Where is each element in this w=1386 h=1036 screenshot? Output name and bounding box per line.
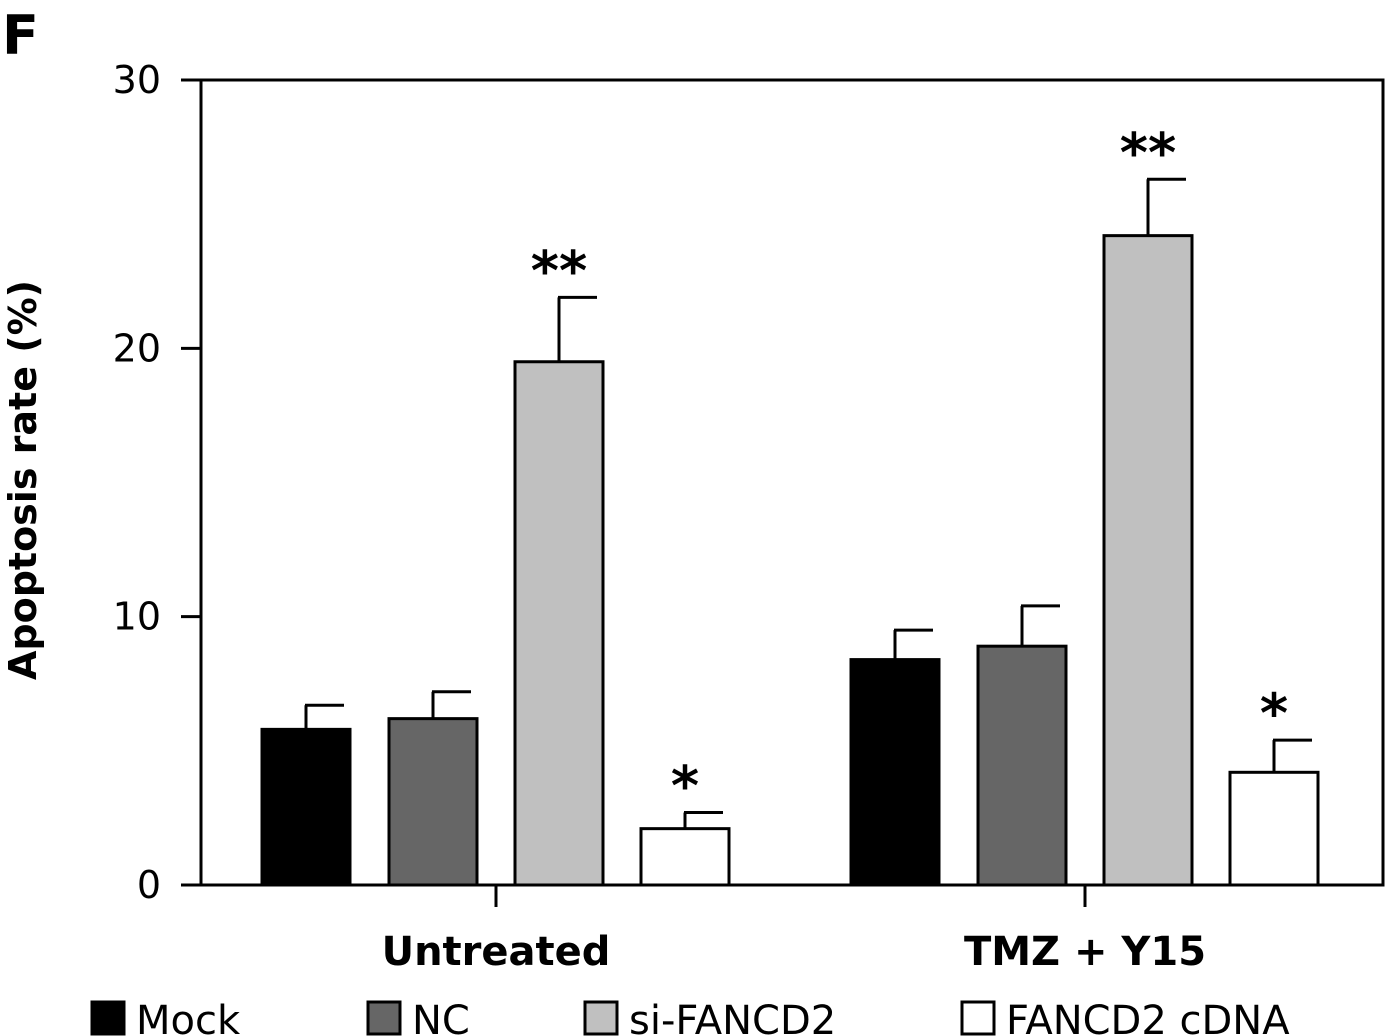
legend-swatch-3 — [960, 1000, 996, 1036]
x-category-label-1: TMZ + Y15 — [964, 929, 1206, 975]
y-axis-title-group: Apoptosis rate (%) — [1, 280, 45, 680]
legend-label-0: Mock — [136, 998, 241, 1036]
bar-3-0 — [639, 827, 731, 887]
bar-series: ****** — [260, 121, 1320, 887]
panel-label: F — [2, 4, 39, 67]
bar-2-0 — [513, 360, 605, 887]
plot-frame — [199, 78, 1385, 887]
significance-label-2-1: ** — [1120, 121, 1176, 184]
y-tick-label-30: 30 — [113, 58, 161, 102]
significance-label-2-0: ** — [531, 239, 587, 302]
y-tick-label-10: 10 — [113, 595, 161, 639]
y-tick-label-20: 20 — [113, 326, 161, 370]
bar-0-0 — [260, 727, 352, 887]
x-axis-ticks: Untreated TMZ + Y15 — [382, 885, 1206, 975]
y-axis-title: Apoptosis rate (%) — [1, 280, 45, 680]
legend-swatch-2 — [583, 1000, 619, 1036]
legend-label-2: si-FANCD2 — [629, 998, 836, 1036]
legend-label-3: FANCD2 cDNA — [1006, 998, 1290, 1036]
legend-swatch-1 — [366, 1000, 402, 1036]
bar-3-1 — [1228, 770, 1320, 887]
y-tick-label-0: 0 — [137, 863, 161, 907]
bar-1-0 — [387, 717, 479, 887]
legend-label-1: NC — [412, 998, 470, 1036]
bar-2-1 — [1102, 234, 1194, 887]
significance-label-3-0: * — [671, 755, 699, 818]
legend-swatch-0 — [90, 1000, 126, 1036]
y-axis-ticks: 0 10 20 30 — [113, 58, 201, 907]
significance-label-3-1: * — [1260, 682, 1288, 745]
legend: Mock NC si-FANCD2 FANCD2 cDNA — [90, 998, 1290, 1036]
bar-0-1 — [849, 658, 941, 887]
x-category-label-0: Untreated — [382, 929, 611, 975]
bar-1-1 — [976, 644, 1068, 887]
